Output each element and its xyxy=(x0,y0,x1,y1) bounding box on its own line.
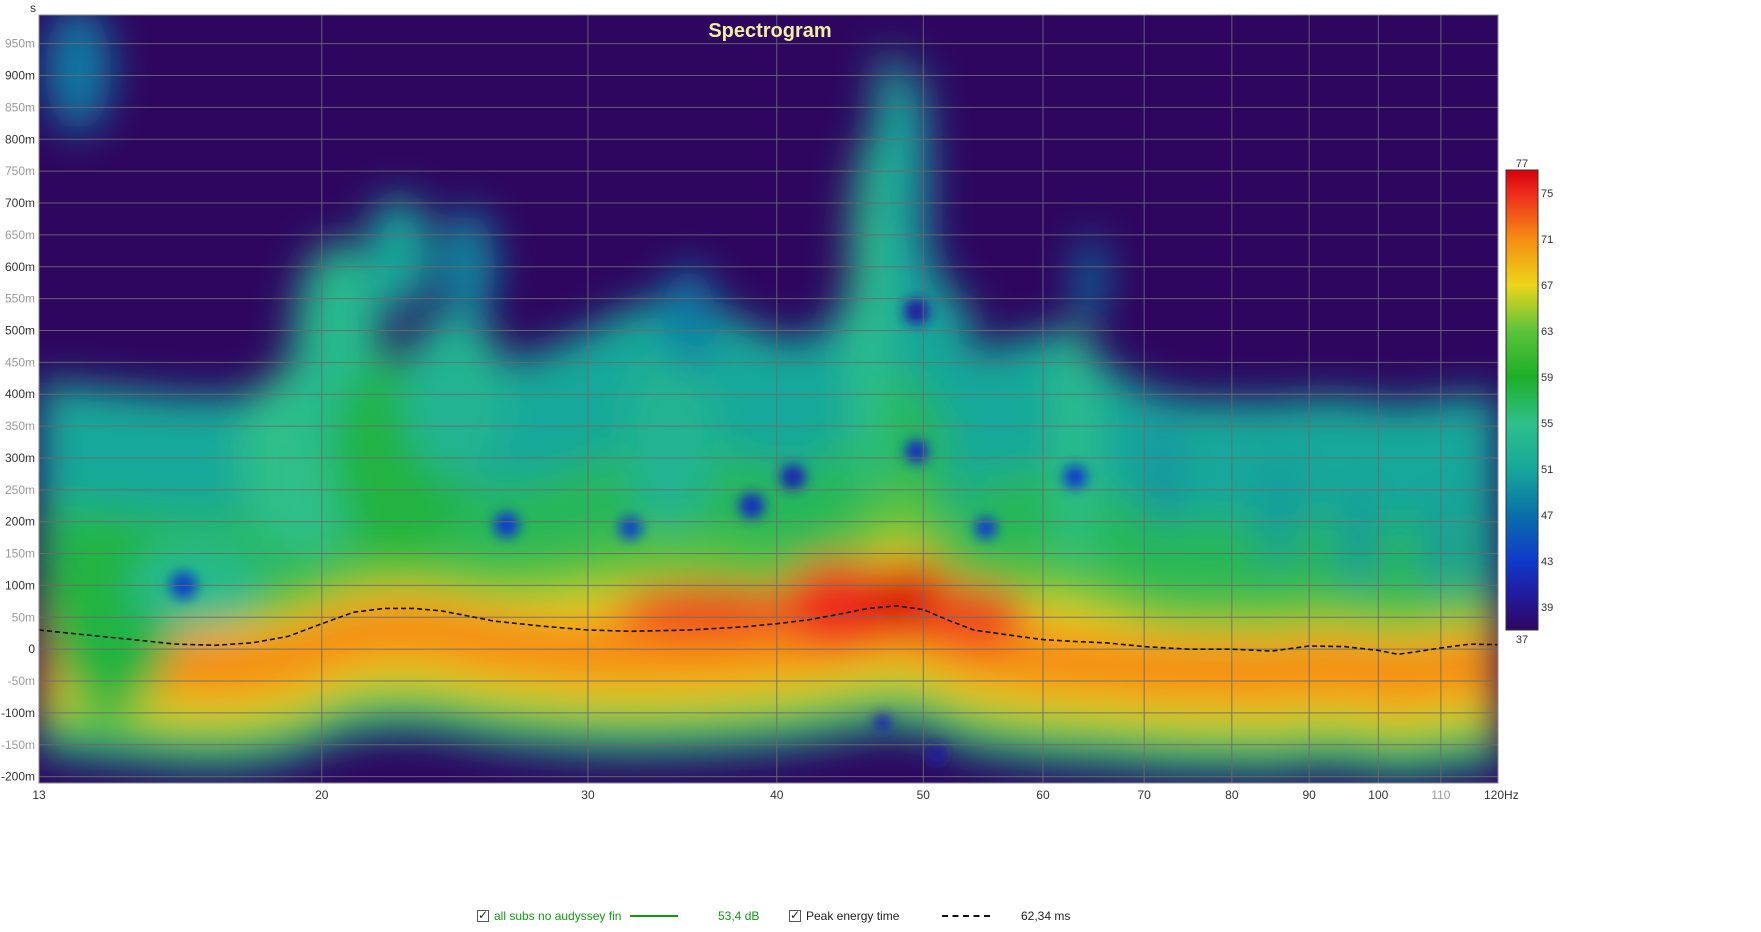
colorbar-tick-label: 75 xyxy=(1541,188,1553,200)
decay-blob-16 xyxy=(1077,234,1104,325)
y-tick-label: -50m xyxy=(8,674,35,688)
y-tick-label: 150m xyxy=(5,547,35,561)
decay-blob-17 xyxy=(1149,413,1176,529)
decay-blob-19 xyxy=(1338,489,1379,592)
peak-name-label: Peak energy time xyxy=(806,909,900,923)
y-tick-label: 750m xyxy=(5,164,35,178)
peak-visibility-checkbox[interactable] xyxy=(789,908,801,922)
x-tick-label: 50 xyxy=(917,788,931,802)
x-tick-label: 120Hz xyxy=(1484,788,1519,802)
null-hole-4 xyxy=(780,464,807,491)
y-tick-label: -150m xyxy=(1,738,35,752)
x-tick-label: 60 xyxy=(1036,788,1050,802)
x-tick-label: 110 xyxy=(1431,788,1450,802)
decay-blob-11 xyxy=(848,139,889,497)
hot-spot-3 xyxy=(615,585,800,637)
decay-blob-15 xyxy=(1055,317,1095,573)
heatmap-layer xyxy=(39,15,1498,779)
decay-blob-18 xyxy=(1259,451,1299,567)
y-tick-label: 450m xyxy=(5,355,35,369)
legend-bar: all subs no audyssey fin 53,4 dB Peak en… xyxy=(0,905,1761,927)
null-hole-1 xyxy=(493,511,520,538)
null-hole-8 xyxy=(1063,465,1088,490)
decay-blob-9 xyxy=(624,349,717,529)
y-tick-label: 550m xyxy=(5,292,35,306)
series-legend-item[interactable]: all subs no audyssey fin xyxy=(477,905,621,927)
colorbar-tick-label: 37 xyxy=(1516,634,1528,646)
y-tick-label: 200m xyxy=(5,515,35,529)
x-tick-label: 70 xyxy=(1137,788,1151,802)
null-hole-5 xyxy=(903,298,930,325)
colorbar-tick-label: 55 xyxy=(1541,418,1553,430)
x-tick-label: 80 xyxy=(1225,788,1239,802)
x-tick-label: 100 xyxy=(1368,788,1388,802)
peak-legend-item[interactable]: Peak energy time xyxy=(789,905,899,927)
peak-dashed-line xyxy=(942,915,990,917)
colorbar-tick-label: 67 xyxy=(1541,280,1553,292)
y-tick-label: -200m xyxy=(1,770,35,784)
x-tick-label: 30 xyxy=(581,788,595,802)
decay-blob-0 xyxy=(45,15,112,133)
grid-layer xyxy=(39,15,1498,783)
colorbar-tick-label: 63 xyxy=(1541,326,1553,338)
y-tick-label: 800m xyxy=(5,132,35,146)
x-tick-label: 20 xyxy=(315,788,329,802)
y-tick-label: 400m xyxy=(5,387,35,401)
null-hole-7 xyxy=(974,517,997,540)
y-tick-label: 700m xyxy=(5,196,35,210)
y-axis-ticks: 950m 900m 850m 800m 750m 700m 650m 600m 550m 500m… xyxy=(1,37,35,784)
null-hole-10 xyxy=(926,744,947,765)
colorbar: 77 75 71 67 63 59 55 51 47 43 39 37 xyxy=(1505,158,1553,646)
colorbar-tick-label: 71 xyxy=(1541,234,1553,246)
chart-title: Spectrogram xyxy=(708,20,831,42)
null-hole-6 xyxy=(904,439,929,464)
x-tick-label: 13 xyxy=(32,788,46,802)
y-tick-label: 600m xyxy=(5,260,35,274)
peak-value-label: 62,34 ms xyxy=(1021,909,1071,923)
colorbar-tick-label: 43 xyxy=(1541,556,1553,568)
decay-blob-14 xyxy=(948,292,975,522)
x-tick-label: 90 xyxy=(1302,788,1316,802)
null-hole-2 xyxy=(618,516,643,541)
series-visibility-checkbox[interactable] xyxy=(477,908,489,922)
series-color-line xyxy=(630,915,678,917)
y-tick-label: 100m xyxy=(5,578,35,592)
y-tick-label: 850m xyxy=(5,100,35,114)
x-axis-ticks: 13 20 30 40 50 60 70 80 90 100 110 120Hz xyxy=(32,788,1518,802)
y-tick-label: 900m xyxy=(5,69,35,83)
y-tick-label: 350m xyxy=(5,419,35,433)
colorbar-tick-label: 47 xyxy=(1541,510,1553,522)
peak-line-swatch xyxy=(942,905,990,927)
x-tick-label: 40 xyxy=(770,788,784,802)
colorbar-tick-label: 39 xyxy=(1541,602,1553,614)
y-tick-label: 50m xyxy=(12,610,35,624)
decay-band-4 xyxy=(39,576,1498,708)
y-tick-label: 950m xyxy=(5,37,35,51)
y-tick-label: -100m xyxy=(1,706,35,720)
plot-border xyxy=(38,14,1499,784)
y-tick-label: 0 xyxy=(28,642,35,656)
y-tick-label: 500m xyxy=(5,323,35,337)
series-value-label: 53,4 dB xyxy=(718,909,760,923)
y-tick-label: 250m xyxy=(5,483,35,497)
colorbar-ticks: 77 75 71 67 63 59 55 51 47 43 39 37 xyxy=(1516,158,1553,646)
y-tick-label: 650m xyxy=(5,228,35,242)
series-line-swatch xyxy=(630,905,678,927)
null-hole-3 xyxy=(738,492,765,519)
colorbar-gradient xyxy=(1505,169,1539,631)
null-hole-9 xyxy=(873,713,892,732)
peak-energy-layer xyxy=(39,604,1498,656)
y-tick-label: 300m xyxy=(5,451,35,465)
peak-energy-time-line xyxy=(39,604,1498,656)
decay-blob-6 xyxy=(366,196,432,312)
y-axis-unit-label: s xyxy=(30,1,36,15)
series-name-label: all subs no audyssey fin xyxy=(494,909,622,923)
colorbar-tick-label: 77 xyxy=(1516,158,1528,170)
colorbar-tick-label: 51 xyxy=(1541,464,1553,476)
colorbar-tick-label: 59 xyxy=(1541,372,1553,384)
decay-blob-10 xyxy=(662,266,716,369)
